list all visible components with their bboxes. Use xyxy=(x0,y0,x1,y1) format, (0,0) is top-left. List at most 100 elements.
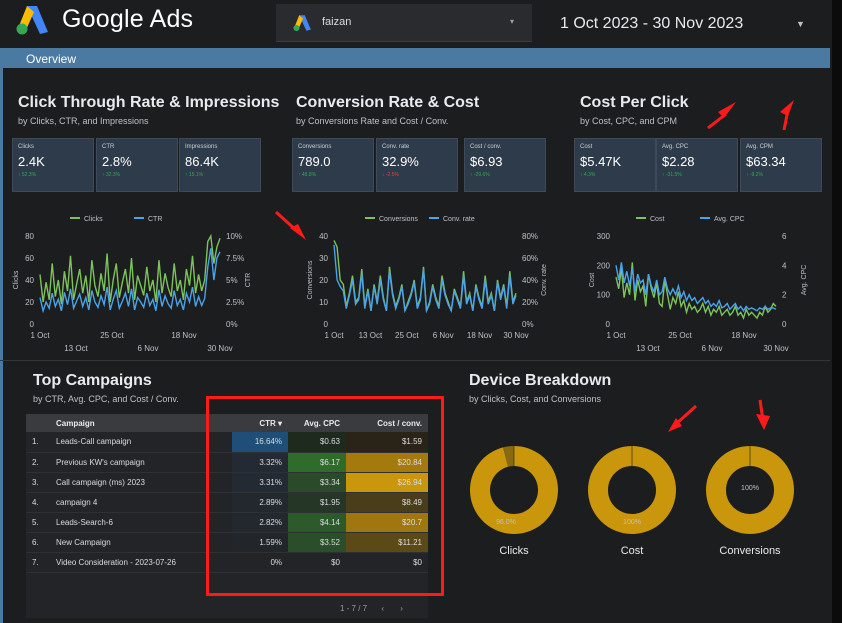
y-tick-label: 40 xyxy=(319,232,328,241)
conv-section-title: Conversion Rate & Cost xyxy=(296,94,480,111)
kpi-label: Cost xyxy=(580,144,593,150)
kpi-delta: ↑ 15.1% xyxy=(185,172,204,178)
kpi-label: CTR xyxy=(102,144,115,150)
kpi-delta: ↑ 4.3% xyxy=(580,172,596,178)
chart-clicks-ctr: Clicks CTR 80 60 40 20 0 10% 7.5% 5% 2.5% 0% Clicks C… xyxy=(0,206,280,356)
top-bar: Google Ads faizan ▾ 1 Oct 2023 - 30 Nov … xyxy=(0,0,832,46)
kpi-card-conversions: Conversions 789.0 ↑ 48.8% xyxy=(292,138,374,192)
chevron-left-icon[interactable]: ‹ xyxy=(381,604,385,613)
table-header-row: Campaign CTR ▾ Avg. CPC Cost / conv. xyxy=(26,414,428,432)
kpi-delta: ↑ 52.3% xyxy=(18,172,37,178)
kpi-card-avg-cpm: Avg. CPM $63.34 ↑ -9.2% xyxy=(740,138,822,192)
google-ads-logo-icon xyxy=(16,6,48,35)
column-header-ctr[interactable]: CTR ▾ xyxy=(232,414,288,432)
row-index: 1. xyxy=(26,432,50,453)
x-tick-label: 13 Oct xyxy=(359,331,383,340)
conv-section-subtitle: by Conversions Rate and Cost / Conv. xyxy=(296,116,449,126)
annotation-arrow-icon xyxy=(756,399,770,430)
column-header-campaign[interactable]: Campaign xyxy=(50,414,232,432)
x-tick-label: 25 Oct xyxy=(668,331,692,340)
cost-per-conv-value: $20.84 xyxy=(346,452,428,473)
y2-axis-label: Avg. CPC xyxy=(801,265,808,296)
campaign-name: New Campaign xyxy=(50,532,232,553)
annotation-arrow-icon xyxy=(707,102,736,130)
column-header-avg-cpc[interactable]: Avg. CPC xyxy=(288,414,346,432)
y-tick-label: 0 xyxy=(606,320,611,329)
y2-axis-label: Conv. rate xyxy=(541,264,548,296)
row-index: 3. xyxy=(26,472,50,493)
google-ads-account-icon xyxy=(293,15,311,32)
series-line-clicks xyxy=(39,233,221,305)
row-index: 4. xyxy=(26,492,50,513)
devices-title: Device Breakdown xyxy=(469,372,612,389)
donut-slice xyxy=(470,446,558,534)
kpi-value: $6.93 xyxy=(470,154,503,169)
chart-legend: Clicks CTR xyxy=(70,216,162,223)
y2-tick-label: 2.5% xyxy=(226,298,244,307)
y-tick-label: 0 xyxy=(30,320,35,329)
y2-tick-label: 2 xyxy=(782,291,787,300)
cpc-section-title: Cost Per Click xyxy=(580,94,689,111)
row-index: 7. xyxy=(26,552,50,573)
kpi-delta: ↑ 32.3% xyxy=(102,172,121,178)
table-row[interactable]: 3. Call campaign (ms) 2023 3.31% $3.34 $26.9… xyxy=(26,472,428,493)
x-tick-label: 6 Nov xyxy=(433,331,454,340)
campaign-name: Call campaign (ms) 2023 xyxy=(50,472,232,493)
donut-title: Clicks xyxy=(499,545,529,557)
y2-tick-label: 4 xyxy=(782,261,787,270)
cost-per-conv-value: $11.21 xyxy=(346,532,428,553)
x-tick-label: 6 Nov xyxy=(702,344,723,353)
date-range-picker[interactable]: 1 Oct 2023 - 30 Nov 2023 xyxy=(560,15,744,32)
table-row[interactable]: 1. Leads-Call campaign 16.64% $0.63 $1.59 xyxy=(26,432,428,453)
y2-tick-label: 0% xyxy=(522,320,534,329)
column-header-index xyxy=(26,414,50,432)
highlight-box xyxy=(206,396,444,596)
chevron-right-icon[interactable]: › xyxy=(400,604,403,613)
donut-title: Conversions xyxy=(719,545,781,557)
row-index: 5. xyxy=(26,512,50,533)
table-row[interactable]: 5. Leads-Search-6 2.82% $4.14 $20.7 xyxy=(26,512,428,533)
column-header-cost-per-conv[interactable]: Cost / conv. xyxy=(346,414,428,432)
kpi-value: 789.0 xyxy=(298,154,331,169)
kpi-value: 2.8% xyxy=(102,154,132,169)
pager-label: 1 - 7 / 7 xyxy=(340,604,368,613)
legend-entry: Conv. rate xyxy=(443,216,475,223)
avg-cpc-value: $0.63 xyxy=(288,432,346,453)
kpi-value: 2.4K xyxy=(18,154,45,169)
kpi-label: Cost / conv. xyxy=(470,144,502,150)
table-row[interactable]: 2. Previous KW's campaign 3.32% $6.17 $20.84 xyxy=(26,452,428,473)
chart-cost-cpc: Cost Avg. CPC 300 200 100 0 6 4 2 0 Cost Avg. CPC 1 … xyxy=(570,206,830,356)
caret-down-icon[interactable]: ▼ xyxy=(796,19,805,29)
account-selector[interactable]: faizan ▾ xyxy=(276,4,532,42)
avg-cpc-value: $1.95 xyxy=(288,492,346,513)
x-tick-label: 18 Nov xyxy=(467,331,492,340)
cost-per-conv-value: $20.7 xyxy=(346,512,428,533)
y-tick-label: 300 xyxy=(597,232,611,241)
avg-cpc-value: $0 xyxy=(288,552,346,573)
cost-per-conv-value: $26.94 xyxy=(346,472,428,493)
tab-overview[interactable]: Overview xyxy=(26,52,77,66)
x-tick-label: 1 Oct xyxy=(30,331,50,340)
legend-entry: CTR xyxy=(148,216,162,223)
donut-slice-label: 96.0% xyxy=(496,519,516,526)
legend-entry: Cost xyxy=(650,216,664,223)
ctr-value: 0% xyxy=(232,552,288,573)
table-row[interactable]: 6. New Campaign 1.59% $3.52 $11.21 xyxy=(26,532,428,553)
chart-conv-rate: Conversions Conv. rate 40 30 20 10 0 80% 60% 40% 2… xyxy=(280,206,570,356)
avg-cpc-value: $6.17 xyxy=(288,452,346,473)
y-tick-label: 60 xyxy=(25,254,34,263)
annotation-arrow-icon xyxy=(274,210,306,240)
campaign-name: Leads-Search-6 xyxy=(50,512,232,533)
y2-tick-label: 40% xyxy=(522,276,538,285)
kpi-value: 32.9% xyxy=(382,154,419,169)
y2-tick-label: 20% xyxy=(522,298,538,307)
table-row[interactable]: 7. Video Consideration - 2023-07-26 0% $0 $0 xyxy=(26,552,428,573)
kpi-card-cost: Cost $5.47K ↑ 4.3% xyxy=(574,138,656,192)
y-tick-label: 30 xyxy=(319,254,328,263)
device-donut-charts: 96.0% Clicks 100% Cost 100% Conversions xyxy=(470,446,794,557)
y2-tick-label: 0% xyxy=(226,320,238,329)
kpi-card-impressions: Impressions 86.4K ↑ 15.1% xyxy=(179,138,261,192)
table-row[interactable]: 4. campaign 4 2.89% $1.95 $8.49 xyxy=(26,492,428,513)
avg-cpc-value: $3.52 xyxy=(288,532,346,553)
